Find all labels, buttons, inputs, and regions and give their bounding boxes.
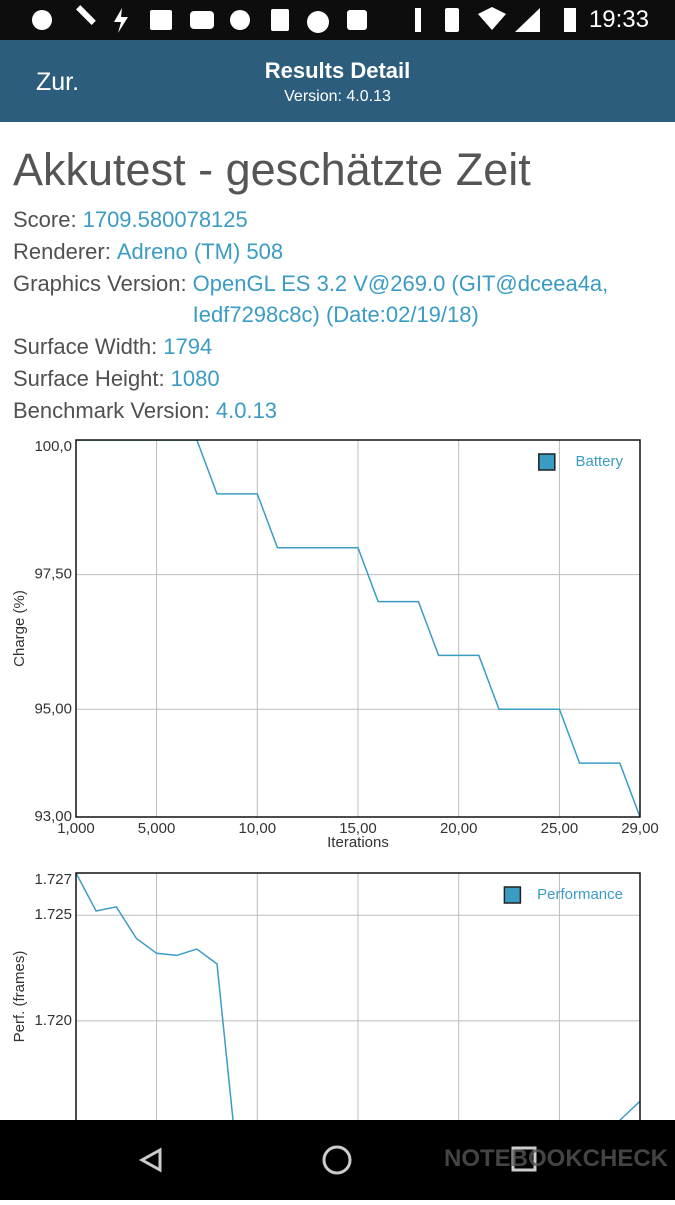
x-tick-label: 15,00 xyxy=(339,820,377,837)
back-button[interactable]: Zur. xyxy=(36,68,80,96)
field-label: Renderer: xyxy=(13,239,111,264)
field-row: Surface Width: 1794 xyxy=(13,331,663,362)
app-subtitle: Version: 4.0.13 xyxy=(284,88,391,105)
field-row: Surface Height: 1080 xyxy=(13,363,663,394)
result-title: Akkutest - geschätzte Zeit xyxy=(13,144,531,195)
battery-icon xyxy=(564,8,576,32)
x-tick-label: 1,000 xyxy=(57,820,95,837)
field-value: Adreno (TM) 508 xyxy=(116,239,284,264)
field-label: Graphics Version: xyxy=(13,271,187,296)
legend-label: Performance xyxy=(537,886,623,903)
nav-bar: NOTEBOOKCHECK xyxy=(0,1120,675,1200)
data-line xyxy=(76,873,640,1161)
field-row: Score: 1709.580078125 xyxy=(13,204,663,235)
field-row: Renderer: Adreno (TM) 508 xyxy=(13,236,663,267)
field-row: Graphics Version: OpenGL ES 3.2 V@269.0 (… xyxy=(13,268,663,330)
result-fields: Score: 1709.580078125 Renderer: Adreno (TM)… xyxy=(13,204,663,426)
y-tick-label: 100,0 xyxy=(34,438,72,455)
field-value: 4.0.13 xyxy=(215,398,278,423)
x-axis-label: Iterations xyxy=(327,834,389,851)
watermark: NOTEBOOKCHECK xyxy=(444,1145,669,1172)
nav-icons: NOTEBOOKCHECK xyxy=(138,1145,669,1175)
x-tick-label: 10,00 xyxy=(239,820,277,837)
field-value: 1794 xyxy=(163,334,213,359)
y-tick-label: 97,50 xyxy=(34,566,72,583)
x-tick-label: 25,00 xyxy=(541,820,579,837)
y-tick-label: 1.727 xyxy=(34,871,72,888)
legend-swatch xyxy=(503,886,522,904)
y-tick-label: 1.725 xyxy=(34,906,72,923)
field-label: Surface Height: xyxy=(13,366,165,391)
y-axis-label: Perf. (frames) xyxy=(11,951,28,1043)
legend-label: Battery xyxy=(575,453,623,470)
clock: 19:33 xyxy=(588,6,649,33)
app-title: Results Detail xyxy=(264,58,411,83)
y-tick-label: 1.720 xyxy=(34,1012,72,1029)
field-value: OpenGL ES 3.2 V@269.0 (GIT@dceea4a, Iedf… xyxy=(192,271,609,327)
legend-swatch xyxy=(538,453,556,471)
data-line xyxy=(76,440,640,817)
nav-home[interactable] xyxy=(322,1145,352,1175)
plot-frame xyxy=(75,439,641,818)
nav-back[interactable] xyxy=(138,1147,162,1173)
y-tick-label: 95,00 xyxy=(34,700,72,717)
x-tick-label: 29,00 xyxy=(621,820,659,837)
status-bar: 19:33 xyxy=(0,0,675,40)
y-tick-label: 93,00 xyxy=(34,808,72,825)
field-row: Benchmark Version: 4.0.13 xyxy=(13,395,663,426)
field-label: Surface Width: xyxy=(13,334,158,359)
y-axis-label: Charge (%) xyxy=(11,590,28,667)
field-value: 1080 xyxy=(170,366,220,391)
nav-recent[interactable] xyxy=(511,1146,537,1172)
result-content: Akkutest - geschätzte Zeit Score: 1709.58… xyxy=(13,140,663,427)
field-value: 1709.580078125 xyxy=(82,207,248,232)
x-tick-label: 5,000 xyxy=(138,820,176,837)
status-icons xyxy=(32,5,540,33)
x-tick-label: 20,00 xyxy=(440,820,478,837)
app-bar: Zur. Results Detail Version: 4.0.13 xyxy=(0,40,675,122)
field-label: Score: xyxy=(13,207,77,232)
field-label: Benchmark Version: xyxy=(13,398,210,423)
